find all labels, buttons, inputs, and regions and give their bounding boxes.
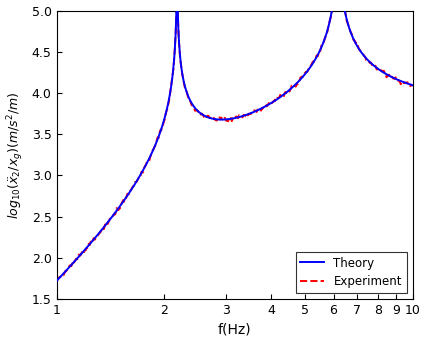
- Experiment: [320, 42, 325, 46]
- Experiment: [410, 83, 415, 87]
- Experiment: [119, 202, 124, 206]
- Y-axis label: $log_{10}(\ddot{x}_2/x_g)(m/s^2/m)$: $log_{10}(\ddot{x}_2/x_g)(m/s^2/m)$: [6, 91, 26, 219]
- X-axis label: f(Hz): f(Hz): [218, 323, 251, 337]
- Line: Theory: Theory: [57, 0, 412, 281]
- Theory: [285, 89, 291, 93]
- Theory: [410, 83, 415, 87]
- Experiment: [347, 26, 352, 30]
- Theory: [268, 102, 273, 106]
- Experiment: [285, 89, 291, 93]
- Experiment: [190, 104, 195, 108]
- Legend: Theory, Experiment: Theory, Experiment: [296, 252, 406, 293]
- Theory: [320, 43, 325, 48]
- Experiment: [54, 280, 59, 284]
- Theory: [347, 26, 352, 30]
- Theory: [54, 279, 59, 283]
- Theory: [119, 202, 124, 207]
- Line: Experiment: Experiment: [57, 0, 412, 282]
- Theory: [190, 103, 195, 107]
- Experiment: [268, 100, 273, 104]
